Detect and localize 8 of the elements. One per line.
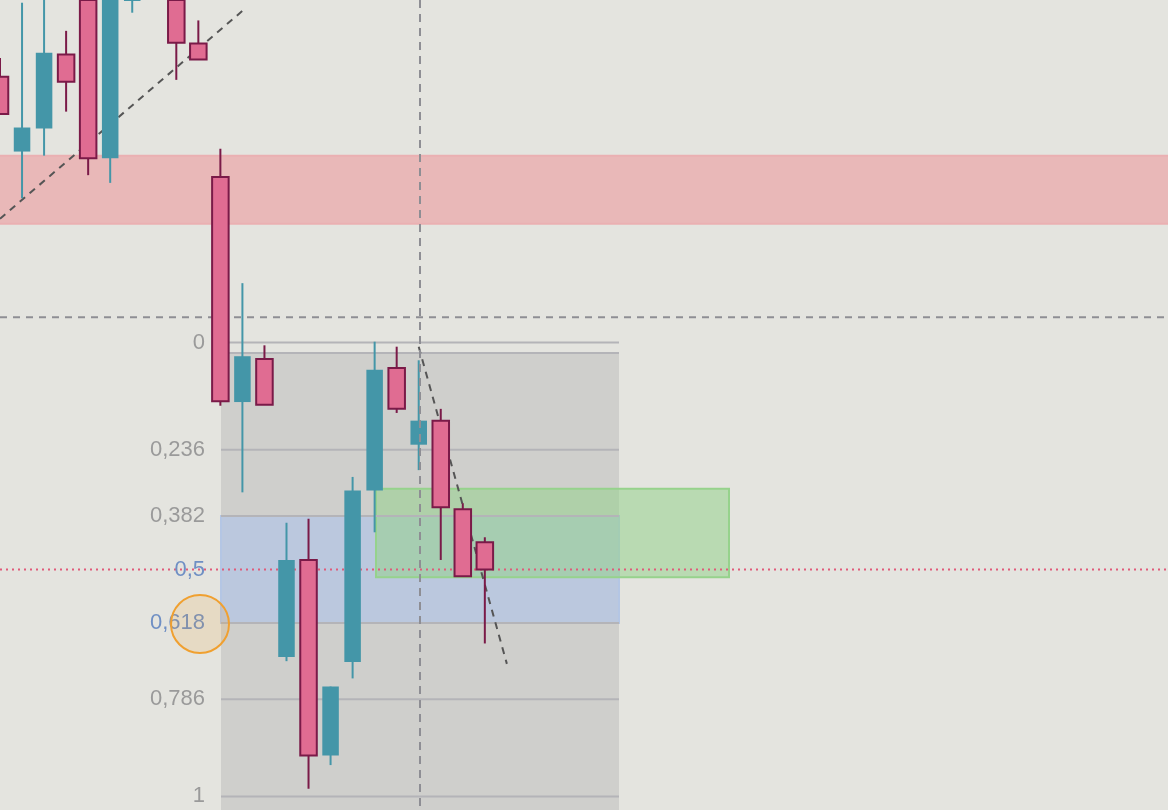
y-tick-label: 0,236 (149, 435, 205, 461)
candlestick (123, 0, 141, 14)
y-tick-label: 1 (192, 782, 205, 808)
candlestick (13, 1, 31, 200)
y-tick-label: 0,382 (149, 502, 205, 528)
y-tick-label: 0 (192, 328, 205, 354)
y-tick-label: 0,786 (149, 685, 205, 711)
y-tick-label: 0,5 (174, 555, 205, 581)
